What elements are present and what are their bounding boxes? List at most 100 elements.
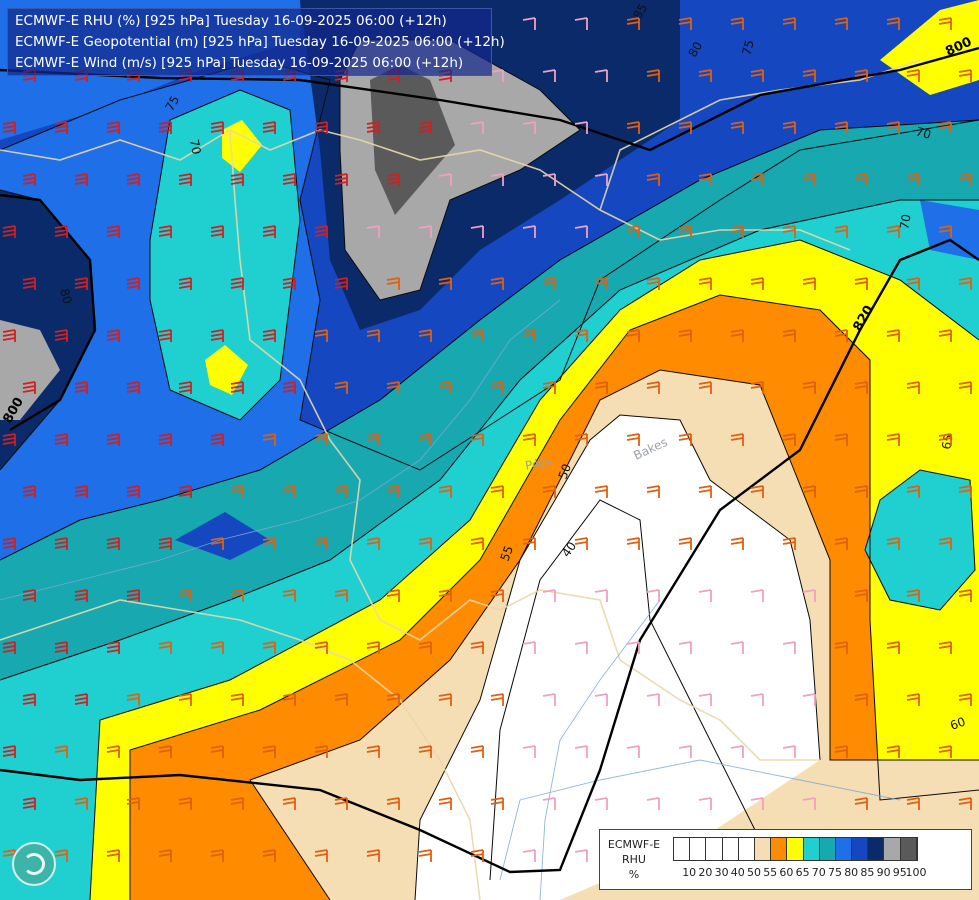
wind-barb-icon <box>386 277 400 290</box>
wind-barb-icon <box>802 797 816 810</box>
wind-barb-icon <box>386 173 400 186</box>
wind-barb-icon <box>646 485 660 498</box>
wind-barb-icon <box>282 797 296 810</box>
wind-barb-icon <box>314 433 328 446</box>
wind-barb-icon <box>366 745 380 758</box>
wind-barb-icon <box>626 745 640 758</box>
wind-barb-icon <box>782 17 796 30</box>
wind-barb-icon <box>490 69 504 82</box>
wind-barb-icon <box>54 433 68 446</box>
wind-barb-icon <box>522 17 536 30</box>
legend-swatch <box>787 838 804 860</box>
legend-tick: 80 <box>844 866 859 879</box>
wind-barb-icon <box>906 69 920 82</box>
wind-barb-icon <box>938 17 952 30</box>
wind-barb-icon <box>698 797 712 810</box>
contour-label: 80 <box>685 39 705 59</box>
wind-barb-icon <box>594 485 608 498</box>
wind-barb-icon <box>730 17 744 30</box>
wind-barb-icon <box>262 225 276 238</box>
wind-barb-icon <box>210 849 224 862</box>
wind-barb-icon <box>626 329 640 342</box>
wind-barb-icon <box>282 277 296 290</box>
wind-barb-icon <box>854 277 868 290</box>
wind-barb-icon <box>470 121 484 134</box>
wind-barb-icon <box>210 745 224 758</box>
wind-barb-icon <box>438 693 452 706</box>
wind-barb-icon <box>74 485 88 498</box>
wind-barb-icon <box>178 485 192 498</box>
wind-barb-icon <box>386 381 400 394</box>
wind-barb-icon <box>470 433 484 446</box>
wind-barb-icon <box>2 329 16 342</box>
wind-barb-icon <box>54 641 68 654</box>
legend-tick: 95 <box>892 866 907 879</box>
wind-barb-icon <box>22 589 36 602</box>
wind-barb-icon <box>678 329 692 342</box>
wind-barb-icon <box>106 849 120 862</box>
wind-barb-icon <box>74 381 88 394</box>
wind-barb-icon <box>470 745 484 758</box>
wind-barb-icon <box>730 121 744 134</box>
wind-barb-icon <box>438 277 452 290</box>
wind-barb-icon <box>262 329 276 342</box>
wind-barb-icon <box>126 693 140 706</box>
wind-barb-icon <box>574 537 588 550</box>
wind-barb-icon <box>210 433 224 446</box>
wind-barb-icon <box>366 225 380 238</box>
wind-barb-icon <box>906 277 920 290</box>
wind-barb-icon <box>178 797 192 810</box>
legend-swatch <box>835 838 853 860</box>
wind-barb-icon <box>262 641 276 654</box>
wind-barb-icon <box>782 329 796 342</box>
wind-barb-icon <box>282 485 296 498</box>
wind-barb-icon <box>854 173 868 186</box>
wind-barb-icon <box>438 485 452 498</box>
wind-barb-icon <box>906 381 920 394</box>
wind-barb-icon <box>74 797 88 810</box>
wind-barb-icon <box>958 589 972 602</box>
wind-barb-icon <box>626 121 640 134</box>
wind-barb-icon <box>54 745 68 758</box>
wind-barb-icon <box>854 797 868 810</box>
wind-barb-icon <box>574 849 588 862</box>
wind-barb-icon <box>418 433 432 446</box>
contour-label: 70 <box>897 213 913 230</box>
wind-barb-icon <box>158 849 172 862</box>
wind-barb-icon <box>470 849 484 862</box>
wind-barb-icon <box>282 693 296 706</box>
wind-barb-icon <box>678 17 692 30</box>
wind-barb-icon <box>958 69 972 82</box>
contour-label: 75 <box>739 38 756 56</box>
wind-barb-icon <box>158 329 172 342</box>
wind-barb-icon <box>958 173 972 186</box>
wind-barb-icon <box>542 589 556 602</box>
wind-barb-icon <box>490 589 504 602</box>
wind-barb-icon <box>574 17 588 30</box>
wind-barb-icon <box>386 693 400 706</box>
wind-barb-icon <box>178 693 192 706</box>
ecmwf-logo-icon <box>12 842 56 886</box>
wind-barb-icon <box>438 381 452 394</box>
wind-barb-icon <box>750 589 764 602</box>
wind-barb-icon <box>678 433 692 446</box>
wind-barb-icon <box>646 693 660 706</box>
wind-barb-icon <box>126 277 140 290</box>
wind-barb-icon <box>438 173 452 186</box>
contour-label: 70 <box>187 138 203 155</box>
wind-barb-icon <box>158 641 172 654</box>
wind-barb-icon <box>22 693 36 706</box>
wind-barb-icon <box>542 693 556 706</box>
wind-barb-icon <box>178 381 192 394</box>
wind-barb-icon <box>490 797 504 810</box>
wind-barb-icon <box>834 121 848 134</box>
legend-name-line: ECMWF-E <box>607 838 661 851</box>
legend-tick: 55 <box>763 866 778 879</box>
wind-barb-icon <box>834 537 848 550</box>
wind-barb-icon <box>386 797 400 810</box>
place-label: Pécs <box>524 454 553 472</box>
wind-barb-icon <box>158 745 172 758</box>
wind-barb-icon <box>886 329 900 342</box>
wind-barb-icon <box>938 537 952 550</box>
wind-barb-icon <box>854 69 868 82</box>
